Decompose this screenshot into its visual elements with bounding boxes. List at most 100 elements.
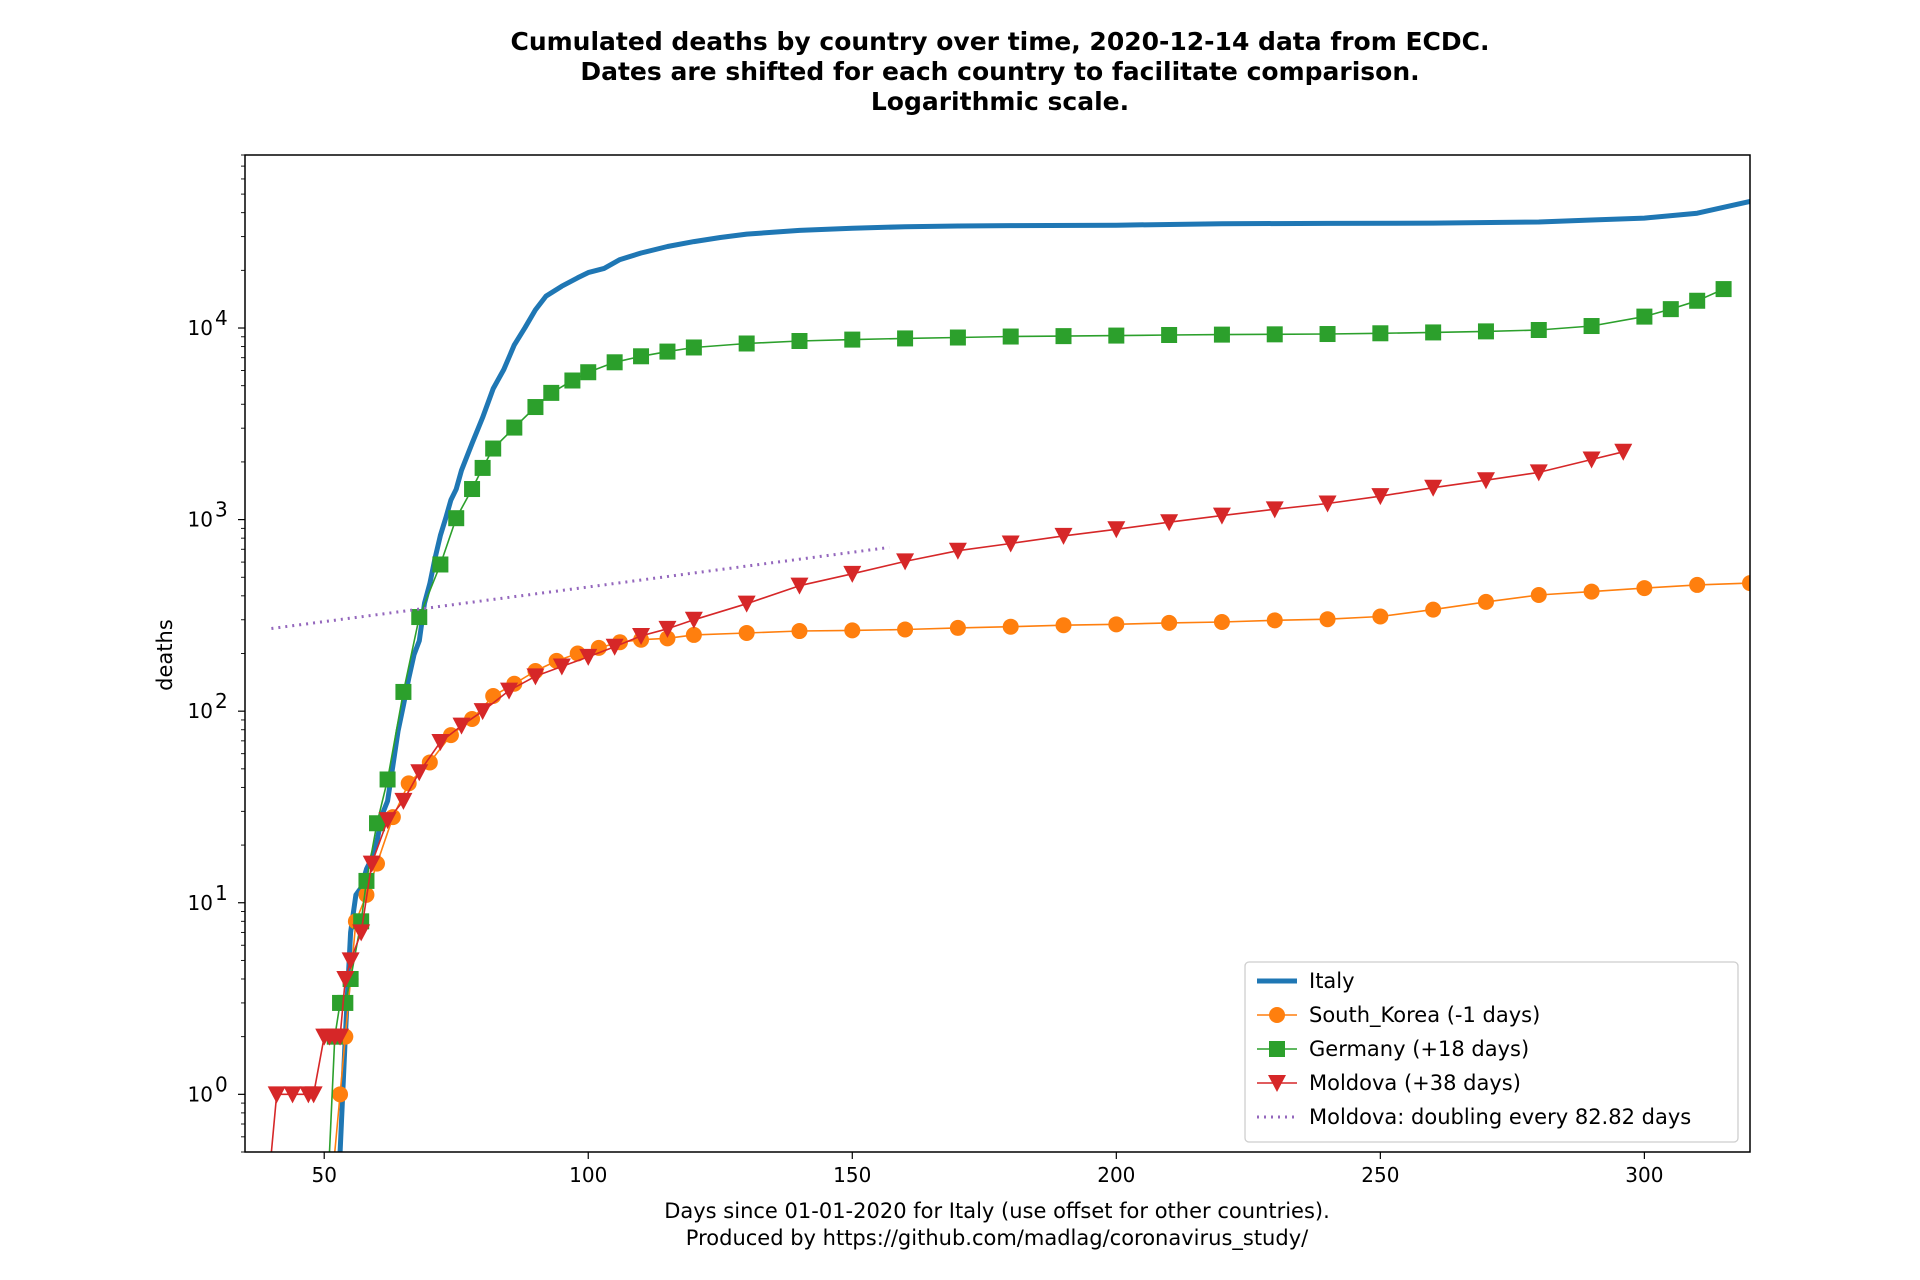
y-tick-label-2: 10 bbox=[188, 699, 213, 723]
series-3-marker-20 bbox=[526, 668, 545, 686]
x-tick-label-4: 250 bbox=[1361, 1163, 1399, 1187]
series-2-marker-22 bbox=[633, 348, 650, 365]
series-2-marker-8 bbox=[379, 771, 396, 788]
y-tick-exponent-3: 3 bbox=[215, 498, 228, 522]
series-3-marker-24 bbox=[632, 627, 651, 645]
series-2-marker-29 bbox=[949, 329, 966, 346]
series-1-marker-30 bbox=[1161, 614, 1178, 631]
series-1-marker-29 bbox=[1108, 616, 1125, 633]
series-3-marker-44 bbox=[1614, 443, 1633, 461]
series-3-marker-39 bbox=[1371, 488, 1390, 506]
series-3-marker-13 bbox=[378, 812, 397, 830]
chart-title-line-3: Logarithmic scale. bbox=[871, 87, 1129, 116]
series-2-marker-19 bbox=[564, 372, 581, 389]
series-2-marker-30 bbox=[1002, 328, 1019, 345]
series-3-marker-9 bbox=[336, 970, 355, 988]
series-2-marker-34 bbox=[1213, 326, 1230, 343]
series-3-marker-22 bbox=[579, 648, 598, 666]
series-2-marker-42 bbox=[1636, 308, 1653, 325]
series-3-marker-29 bbox=[843, 565, 862, 583]
series-3-marker-18 bbox=[473, 703, 492, 721]
series-2-marker-39 bbox=[1477, 323, 1494, 340]
plot-area bbox=[267, 199, 1750, 1152]
series-3-marker-12 bbox=[362, 855, 381, 873]
series-2-marker-28 bbox=[897, 330, 914, 347]
series-3-marker-38 bbox=[1318, 495, 1337, 513]
x-tick-label-2: 150 bbox=[833, 1163, 871, 1187]
series-1-marker-20 bbox=[659, 630, 676, 647]
series-3-marker-43 bbox=[1582, 451, 1601, 469]
series-1-marker-38 bbox=[1583, 583, 1600, 600]
y-tick-label-0: 10 bbox=[188, 1082, 213, 1106]
series-3-marker-15 bbox=[410, 764, 429, 782]
series-3-marker-42 bbox=[1529, 464, 1548, 482]
series-group bbox=[267, 199, 1750, 1152]
series-2-marker-13 bbox=[464, 481, 481, 498]
series-2-marker-6 bbox=[358, 872, 375, 889]
series-2-marker-9 bbox=[395, 683, 412, 700]
series-1-marker-27 bbox=[1002, 618, 1019, 635]
series-3-marker-16 bbox=[431, 734, 450, 752]
series-2-marker-15 bbox=[485, 440, 502, 457]
series-1-marker-33 bbox=[1319, 611, 1336, 628]
series-3-marker-30 bbox=[896, 553, 915, 571]
series-1-marker-12 bbox=[485, 688, 502, 705]
series-3-marker-4 bbox=[304, 1086, 323, 1104]
legend-label-4: Moldova: doubling every 82.82 days bbox=[1309, 1105, 1691, 1129]
series-2-marker-43 bbox=[1662, 301, 1679, 318]
series-3-marker-11 bbox=[352, 924, 371, 942]
legend-label-3: Moldova (+38 days) bbox=[1309, 1071, 1521, 1095]
series-1-marker-26 bbox=[949, 619, 966, 636]
series-2-marker-21 bbox=[606, 354, 623, 371]
series-2-marker-7 bbox=[369, 815, 386, 832]
series-1-marker-36 bbox=[1477, 593, 1494, 610]
series-1-marker-32 bbox=[1266, 612, 1283, 629]
series-1-marker-8 bbox=[400, 775, 417, 792]
series-2-marker-11 bbox=[432, 556, 449, 573]
series-1-marker-28 bbox=[1055, 617, 1072, 634]
series-3-marker-27 bbox=[737, 595, 756, 613]
series-1-marker-21 bbox=[685, 626, 702, 643]
series-3-marker-10 bbox=[341, 952, 360, 970]
x-tick-label-1: 100 bbox=[569, 1163, 607, 1187]
series-3-marker-1 bbox=[267, 1086, 286, 1104]
series-3-marker-17 bbox=[452, 717, 471, 735]
series-3-marker-2 bbox=[283, 1086, 302, 1104]
series-3-marker-26 bbox=[684, 611, 703, 629]
y-tick-label-3: 10 bbox=[188, 508, 213, 532]
series-2-marker-18 bbox=[543, 384, 560, 401]
series-3-marker-40 bbox=[1424, 479, 1443, 497]
series-3-marker-23 bbox=[605, 638, 624, 656]
series-line-4 bbox=[271, 545, 890, 630]
series-2-marker-23 bbox=[659, 343, 676, 360]
series-2-marker-26 bbox=[791, 332, 808, 349]
series-1-marker-40 bbox=[1689, 576, 1706, 593]
series-2-marker-41 bbox=[1583, 318, 1600, 335]
series-2-marker-44 bbox=[1689, 292, 1706, 309]
legend-label-1: South_Korea (-1 days) bbox=[1309, 1003, 1540, 1028]
series-2-marker-10 bbox=[411, 609, 428, 626]
x-tick-label-0: 50 bbox=[311, 1163, 336, 1187]
series-2-marker-45 bbox=[1715, 281, 1732, 298]
series-3-marker-25 bbox=[658, 620, 677, 638]
series-3-marker-32 bbox=[1001, 535, 1020, 553]
series-2-marker-33 bbox=[1161, 326, 1178, 343]
x-axis-label-line-1: Days since 01-01-2020 for Italy (use off… bbox=[664, 1199, 1330, 1223]
series-1-marker-31 bbox=[1213, 614, 1230, 631]
series-2-marker-32 bbox=[1108, 327, 1125, 344]
series-line-0 bbox=[337, 199, 1750, 1152]
series-1-marker-25 bbox=[897, 621, 914, 638]
series-2-marker-3 bbox=[337, 994, 354, 1011]
series-1-marker-1 bbox=[332, 1086, 349, 1103]
series-1-marker-41 bbox=[1742, 575, 1750, 592]
legend-marker-1 bbox=[1269, 1007, 1285, 1023]
series-2-marker-20 bbox=[580, 364, 597, 381]
series-1-marker-37 bbox=[1530, 587, 1547, 604]
series-1-marker-22 bbox=[738, 624, 755, 641]
series-3-marker-31 bbox=[948, 542, 967, 560]
series-2-marker-37 bbox=[1372, 325, 1389, 342]
series-2-marker-16 bbox=[506, 419, 523, 436]
series-1-marker-39 bbox=[1636, 580, 1653, 597]
series-3-marker-33 bbox=[1054, 527, 1073, 545]
